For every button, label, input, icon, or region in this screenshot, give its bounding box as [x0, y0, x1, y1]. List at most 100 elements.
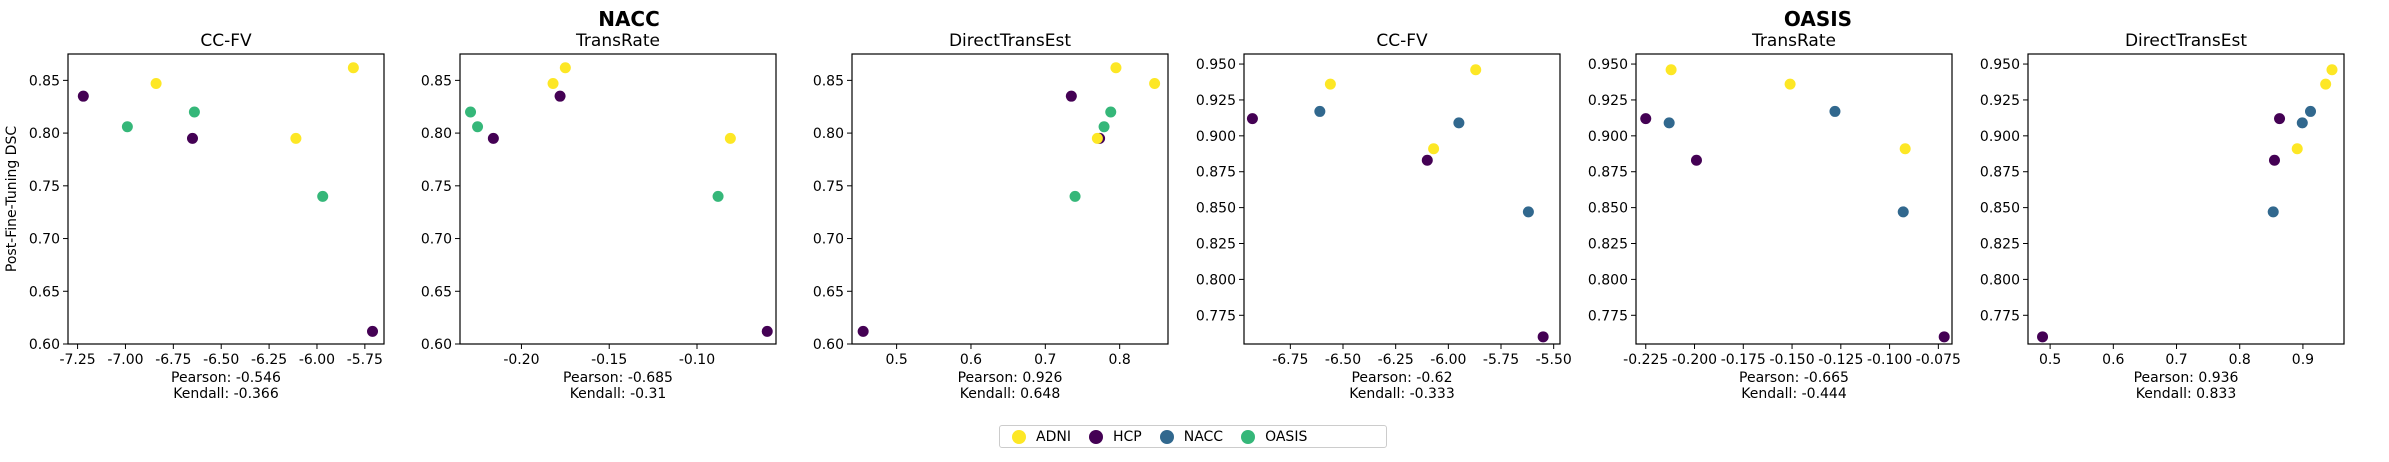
- data-point-nacc: [1663, 117, 1675, 129]
- y-tick-label: 0.950: [1980, 57, 2020, 73]
- plot-frame: [1243, 53, 1561, 345]
- data-point-hcp: [77, 90, 89, 102]
- kendall-annotation: Kendall: -0.333: [1349, 386, 1455, 402]
- data-point-oasis: [1098, 121, 1110, 133]
- kendall-annotation: Kendall: -0.31: [570, 386, 667, 402]
- y-tick-label: 0.875: [1196, 165, 1236, 181]
- kendall-annotation: Kendall: -0.444: [1741, 386, 1847, 402]
- x-tick-label: -7.25: [59, 352, 95, 368]
- data-point-hcp: [186, 132, 198, 144]
- x-tick-label: -0.20: [503, 352, 539, 368]
- data-point-hcp: [2274, 113, 2286, 125]
- x-tick-label: 0.6: [960, 352, 982, 368]
- chart-panel-1: CC-FV Post-Fine-Tuning DSC -7.25 -7.00 -6.75…: [4, 31, 385, 402]
- data-point-adni: [1091, 132, 1103, 144]
- x-tick-label: -6.00: [299, 352, 335, 368]
- x-tick-label: 0.8: [2229, 352, 2251, 368]
- data-point-adni: [2320, 78, 2332, 90]
- data-point-hcp: [761, 325, 773, 337]
- data-point-adni: [1324, 78, 1336, 90]
- plot-frame: [459, 53, 777, 345]
- chart-panels: CC-FV Post-Fine-Tuning DSC -7.25 -7.00 -6.75…: [4, 31, 2345, 402]
- data-point-hcp: [1421, 154, 1433, 166]
- legend: ADNI HCP NACC OASIS: [999, 425, 1387, 448]
- y-tick-label: 0.85: [813, 73, 844, 89]
- data-point-adni: [1784, 78, 1796, 90]
- x-tick-label: 0.6: [2102, 352, 2124, 368]
- chart-title: TransRate: [1751, 31, 1836, 51]
- chart-panel-4: CC-FV -6.75 -6.50 -6.25 -6.00 -5.75 -5.50 0.775…: [1196, 31, 1572, 402]
- y-tick-label: 0.900: [1980, 129, 2020, 145]
- x-tick-label: -5.75: [1483, 352, 1519, 368]
- x-tick-label: -6.25: [251, 352, 287, 368]
- legend-marker-nacc: [1159, 429, 1174, 444]
- y-tick-label: 0.900: [1588, 129, 1628, 145]
- data-point-hcp: [2268, 154, 2280, 166]
- y-tick-label: 0.925: [1196, 93, 1236, 109]
- legend-label-hcp: HCP: [1112, 428, 1142, 445]
- data-point-adni: [347, 62, 359, 74]
- x-tick-label: 0.8: [1109, 352, 1131, 368]
- y-tick-label: 0.75: [29, 179, 60, 195]
- y-tick-label: 0.925: [1980, 93, 2020, 109]
- y-tick-label: 0.65: [813, 284, 844, 300]
- y-tick-label: 0.775: [1588, 308, 1628, 324]
- y-tick-label: 0.85: [421, 73, 452, 89]
- legend-marker-oasis: [1241, 429, 1256, 444]
- x-tick-label: -6.75: [155, 352, 191, 368]
- y-tick-label: 0.60: [29, 337, 60, 353]
- chart-title: TransRate: [575, 31, 660, 51]
- y-tick-label: 0.80: [421, 126, 452, 142]
- plot-frame: [67, 53, 385, 345]
- pearson-annotation: Pearson: 0.936: [2134, 370, 2239, 386]
- y-tick-label: 0.925: [1588, 93, 1628, 109]
- chart-title: CC-FV: [200, 31, 252, 51]
- y-tick-label: 0.850: [1588, 201, 1628, 217]
- y-tick-label: 0.825: [1196, 237, 1236, 253]
- x-tick-label: -0.15: [591, 352, 627, 368]
- x-tick-label: -7.00: [107, 352, 143, 368]
- y-tick-label: 0.825: [1588, 237, 1628, 253]
- y-tick-label: 0.900: [1196, 129, 1236, 145]
- y-tick-label: 0.775: [1196, 308, 1236, 324]
- data-point-adni: [724, 132, 736, 144]
- y-tick-label: 0.875: [1980, 165, 2020, 181]
- x-tick-label: -6.75: [1272, 352, 1308, 368]
- y-tick-label: 0.70: [421, 232, 452, 248]
- data-point-nacc: [1897, 206, 1909, 218]
- data-point-oasis: [1105, 106, 1117, 118]
- plot-frame: [2027, 53, 2345, 345]
- data-point-adni: [1665, 64, 1677, 76]
- data-point-nacc: [2296, 117, 2308, 129]
- kendall-annotation: Kendall: 0.648: [960, 386, 1060, 402]
- data-point-oasis: [188, 106, 200, 118]
- group-title-nacc: NACC: [598, 7, 660, 31]
- x-tick-label: -5.75: [347, 352, 383, 368]
- pearson-annotation: Pearson: -0.685: [563, 370, 673, 386]
- data-point-adni: [290, 132, 302, 144]
- data-point-nacc: [1453, 117, 1465, 129]
- pearson-annotation: Pearson: -0.665: [1739, 370, 1849, 386]
- y-tick-label: 0.75: [813, 179, 844, 195]
- legend-label-nacc: NACC: [1183, 428, 1224, 445]
- data-point-oasis: [712, 190, 724, 202]
- y-tick-label: 0.950: [1196, 57, 1236, 73]
- pearson-annotation: Pearson: -0.62: [1351, 370, 1452, 386]
- data-point-hcp: [2037, 331, 2049, 343]
- legend-marker-hcp: [1088, 429, 1103, 444]
- y-axis-label: Post-Fine-Tuning DSC: [4, 126, 20, 272]
- legend-label-adni: ADNI: [1036, 428, 1071, 445]
- y-tick-label: 0.80: [813, 126, 844, 142]
- data-point-nacc: [1829, 105, 1841, 117]
- x-tick-label: -0.125: [1818, 352, 1863, 368]
- y-tick-label: 0.775: [1980, 308, 2020, 324]
- x-tick-label: -0.100: [1867, 352, 1912, 368]
- x-tick-label: -0.150: [1769, 352, 1814, 368]
- x-tick-label: -6.50: [203, 352, 239, 368]
- kendall-annotation: Kendall: 0.833: [2136, 386, 2236, 402]
- data-point-hcp: [1640, 113, 1652, 125]
- x-tick-label: -0.200: [1672, 352, 1717, 368]
- data-point-nacc: [2267, 206, 2279, 218]
- x-tick-label: -0.075: [1916, 352, 1961, 368]
- plot-frame: [1635, 53, 1953, 345]
